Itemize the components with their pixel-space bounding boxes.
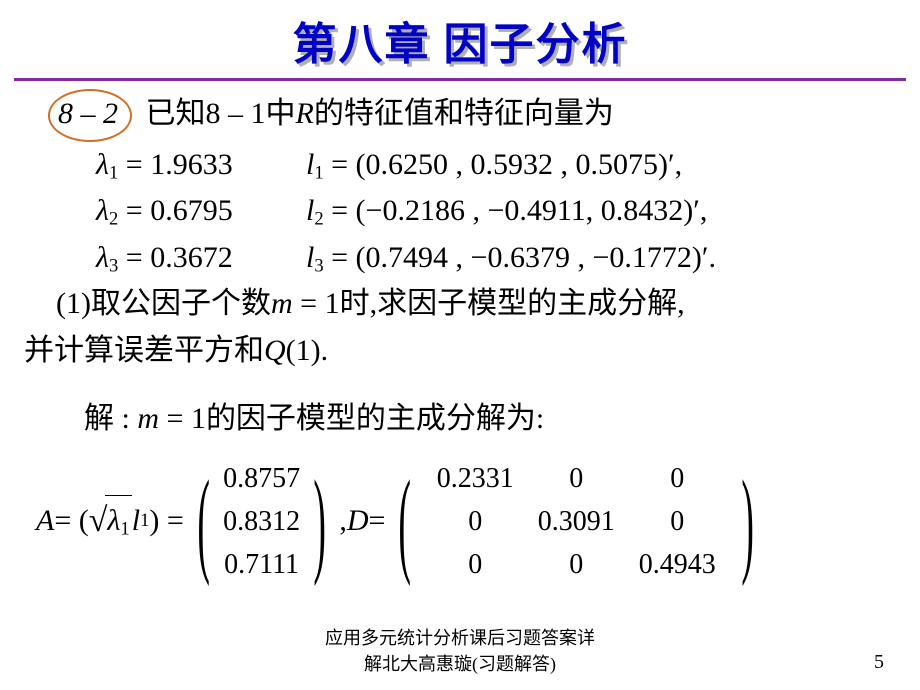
A-sym: A — [36, 498, 54, 545]
l-sym: l — [132, 498, 140, 545]
lambda1-sub: 1 — [109, 162, 118, 183]
footer: 应用多元统计分析课后习题答案详 解北大高惠璇(习题解答) — [0, 624, 920, 676]
page-number: 5 — [874, 651, 884, 674]
D-02: 0 — [639, 457, 716, 500]
sol-b: 的因子模型的主成分解为: — [206, 402, 544, 435]
lambda3-val: = 0.3672 — [118, 241, 232, 274]
eq1: = ( — [54, 498, 88, 545]
eigen-block: λ1 = 1.9633 l1 = (0.6250 , 0.5932 , 0.50… — [24, 142, 896, 282]
problem-intro: 8 – 2 已知8 – 1中R的特征值和特征向量为 — [24, 89, 896, 142]
D-00: 0.2331 — [437, 457, 514, 500]
q2-Q: Q — [264, 334, 286, 367]
intro-a: 已知 — [146, 97, 206, 130]
matrix-D: ( 0.2331 0 0 0 0.3091 0 0 0 0.4943 ) — [385, 457, 767, 587]
chapter-title: 第八章 因子分析 — [0, 0, 920, 72]
v2-sub: 2 — [314, 209, 323, 230]
D-c1: 0.2331 0 0 — [425, 457, 526, 587]
intro-R: R — [296, 97, 314, 130]
lambda2-sub: 2 — [109, 209, 118, 230]
intro-b: 中 — [266, 97, 296, 130]
lambda1-sym: λ — [96, 148, 109, 181]
D-12: 0 — [639, 500, 716, 543]
solution-line: 解 : m = 1的因子模型的主成分解为: — [24, 396, 896, 443]
question-line-2: 并计算误差平方和Q(1). — [24, 328, 896, 375]
close1: ) = — [149, 498, 183, 545]
sol-eq: = 1 — [159, 402, 206, 435]
sqrt-sub: 1 — [120, 519, 129, 540]
D-c3: 0 0 0.4943 — [627, 457, 728, 587]
sqrt-l: λ — [107, 504, 120, 537]
eq2: = — [369, 498, 386, 545]
l-sub: 1 — [140, 507, 149, 536]
sol-a: 解 : — [84, 402, 137, 435]
D-20: 0 — [437, 543, 514, 586]
rparen-D: ) — [741, 457, 754, 587]
v3-sub: 3 — [314, 255, 323, 276]
D-11: 0.3091 — [538, 500, 615, 543]
eig-row-3: λ3 = 0.3672 l3 = (0.7494 , −0.6379 , −0.… — [96, 235, 896, 282]
eig-row-1: λ1 = 1.9633 l1 = (0.6250 , 0.5932 , 0.50… — [96, 142, 896, 189]
v2-val: = (−0.2186 , −0.4911, 0.8432)′, — [324, 194, 708, 227]
v3-val: = (0.7494 , −0.6379 , −0.1772)′. — [324, 241, 716, 274]
q1-a: (1)取公因子个数 — [56, 287, 271, 320]
intro-c: 的特征值和特征向量为 — [314, 97, 614, 130]
question-line-1: (1)取公因子个数m = 1时,求因子模型的主成分解, — [24, 281, 896, 328]
v1-sub: 1 — [314, 162, 323, 183]
mid-comma: , — [339, 498, 347, 545]
D-10: 0 — [437, 500, 514, 543]
q1-b: 时,求因子模型的主成分解, — [340, 287, 685, 320]
D-01: 0 — [538, 457, 615, 500]
D-c2: 0 0.3091 0 — [526, 457, 627, 587]
A-col: 0.8757 0.8312 0.7111 — [223, 457, 300, 587]
A-2: 0.7111 — [223, 543, 300, 586]
D-sym: D — [347, 498, 369, 545]
q2-a: 并计算误差平方和 — [24, 334, 264, 367]
lparen-D: ( — [399, 457, 412, 587]
content-area: 8 – 2 已知8 – 1中R的特征值和特征向量为 λ1 = 1.9633 l1… — [0, 81, 920, 587]
q2-b: (1). — [286, 334, 328, 367]
sol-m: m — [137, 402, 159, 435]
intro-ref: 8 – 1 — [206, 97, 266, 130]
q1-m: m — [271, 287, 293, 320]
problem-badge: 8 – 2 — [48, 89, 132, 142]
sqrt-lambda1: √ λ1 — [89, 495, 132, 548]
lambda2-val: = 0.6795 — [118, 194, 232, 227]
lambda3-sym: λ — [96, 241, 109, 274]
A-0: 0.8757 — [223, 457, 300, 500]
lambda3-sub: 3 — [109, 255, 118, 276]
footer-line-2: 解北大高惠璇(习题解答) — [0, 650, 920, 676]
title-text: 第八章 因子分析 — [293, 20, 628, 69]
lparen-A: ( — [197, 457, 210, 587]
rparen-A: ) — [313, 457, 326, 587]
eig-row-2: λ2 = 0.6795 l2 = (−0.2186 , −0.4911, 0.8… — [96, 188, 896, 235]
D-21: 0 — [538, 543, 615, 586]
A-1: 0.8312 — [223, 500, 300, 543]
footer-line-1: 应用多元统计分析课后习题答案详 — [0, 624, 920, 650]
D-22: 0.4943 — [639, 543, 716, 586]
q1-eq: = 1 — [293, 287, 340, 320]
v1-val: = (0.6250 , 0.5932 , 0.5075)′, — [324, 148, 682, 181]
matrix-A: ( 0.8757 0.8312 0.7111 ) — [184, 457, 340, 587]
lambda2-sym: λ — [96, 194, 109, 227]
D-cols: 0.2331 0 0 0 0.3091 0 0 0 0.4943 — [425, 457, 728, 587]
lambda1-val: = 1.9633 — [118, 148, 232, 181]
matrix-row: A = ( √ λ1 l1 ) = ( 0.8757 0.8312 0.7111… — [24, 457, 896, 587]
